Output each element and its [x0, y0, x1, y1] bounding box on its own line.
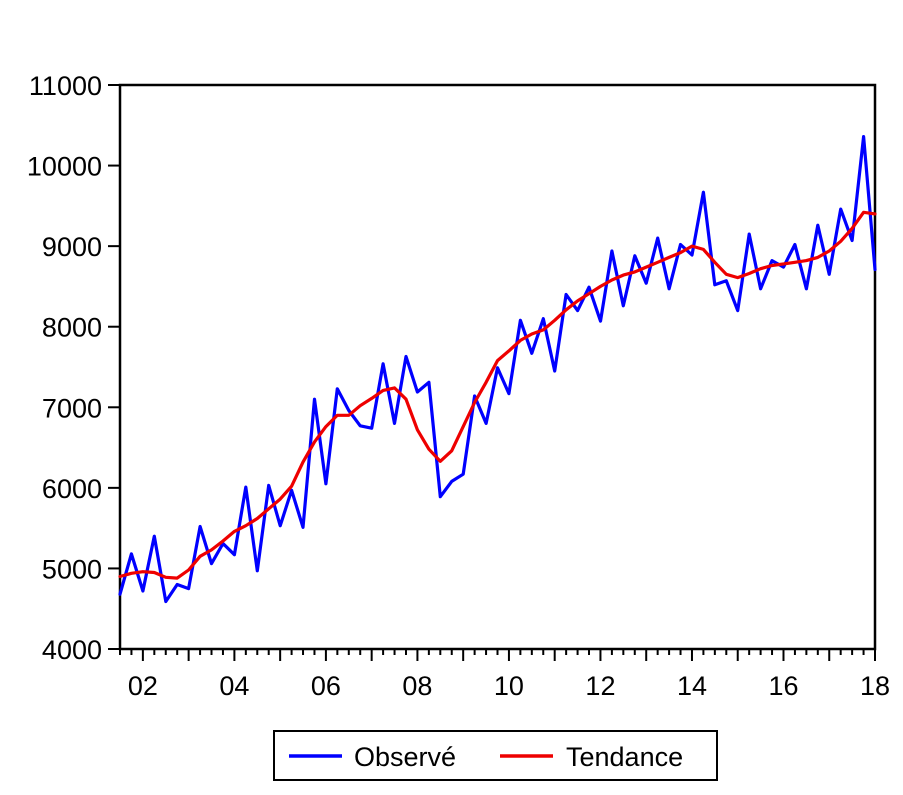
x-tick-label: 18 — [860, 671, 890, 701]
x-tick-label: 12 — [585, 671, 615, 701]
y-tick-label: 4000 — [42, 635, 102, 665]
x-tick-label: 16 — [768, 671, 798, 701]
y-tick-label: 11000 — [29, 71, 102, 101]
x-tick-label: 06 — [311, 671, 341, 701]
legend-label-tendance: Tendance — [566, 742, 683, 772]
x-tick-label: 04 — [219, 671, 249, 701]
x-tick-label: 14 — [677, 671, 707, 701]
y-tick-label: 8000 — [42, 313, 102, 343]
series-lines — [118, 135, 877, 604]
y-axis: 4000 5000 6000 7000 8000 9000 10000 11000 — [27, 71, 120, 665]
x-tick-label: 08 — [402, 671, 432, 701]
y-tick-label: 6000 — [42, 474, 102, 504]
series-line-tendance — [118, 210, 877, 580]
legend-label-observe: Observé — [354, 742, 456, 772]
y-tick-label: 10000 — [27, 152, 102, 182]
x-tick-label: 02 — [128, 671, 158, 701]
y-tick-label: 7000 — [42, 393, 102, 423]
y-tick-label: 5000 — [42, 554, 102, 584]
legend: Observé Tendance — [273, 730, 718, 781]
x-tick-label: 10 — [494, 671, 524, 701]
series-line-observe — [118, 135, 877, 604]
legend-box — [273, 730, 718, 781]
y-tick-label: 9000 — [42, 232, 102, 262]
x-axis: 02 04 06 08 10 12 14 16 18 — [119, 649, 890, 701]
